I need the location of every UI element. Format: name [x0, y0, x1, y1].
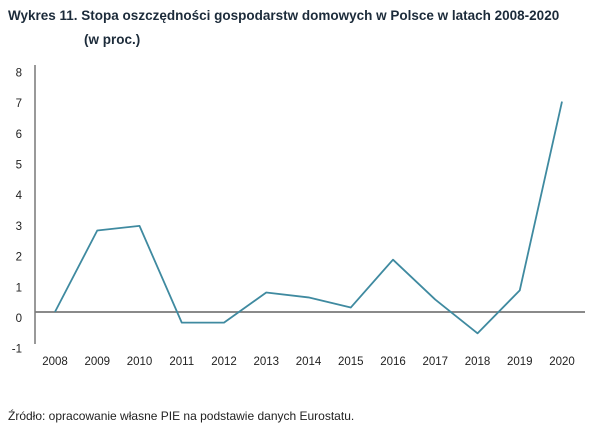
- x-tick-label: 2010: [127, 356, 153, 368]
- chart-title: Wykres 11. Stopa oszczędności gospodarst…: [8, 8, 560, 23]
- y-tick-label: 6: [16, 129, 22, 141]
- x-tick-label: 2020: [549, 356, 575, 368]
- chart-subtitle: (w proc.): [84, 32, 141, 47]
- source-note: Źródło: opracowanie własne PIE na podsta…: [8, 409, 355, 423]
- y-tick-label: 5: [16, 160, 22, 172]
- y-tick-label: 1: [16, 282, 22, 294]
- x-tick-label: 2013: [253, 356, 279, 368]
- y-tick-label: 7: [16, 98, 22, 110]
- y-tick-label: 0: [16, 313, 22, 325]
- x-tick-label: 2015: [338, 356, 364, 368]
- y-tick-label: 8: [16, 67, 22, 79]
- y-tick-label: 2: [16, 252, 22, 264]
- y-tick-label: 4: [16, 190, 23, 202]
- x-tick-label: 2017: [422, 356, 448, 368]
- x-tick-label: 2014: [296, 356, 322, 368]
- y-tick-label: 3: [16, 221, 22, 233]
- x-tick-label: 2008: [42, 356, 68, 368]
- x-tick-label: 2012: [211, 356, 237, 368]
- x-tick-label: 2018: [465, 356, 491, 368]
- x-tick-label: 2009: [84, 356, 110, 368]
- series-line: [54, 101, 563, 335]
- x-tick-label: 2011: [169, 356, 194, 368]
- x-tick-label: 2019: [507, 356, 533, 368]
- line-chart: 8 7 6 5 4 3 2 1 0 -1 2008 2009 2010 2011 2012 2013 2014 2…: [12, 65, 585, 368]
- x-tick-label: 2016: [380, 356, 406, 368]
- y-tick-label: -1: [12, 344, 22, 356]
